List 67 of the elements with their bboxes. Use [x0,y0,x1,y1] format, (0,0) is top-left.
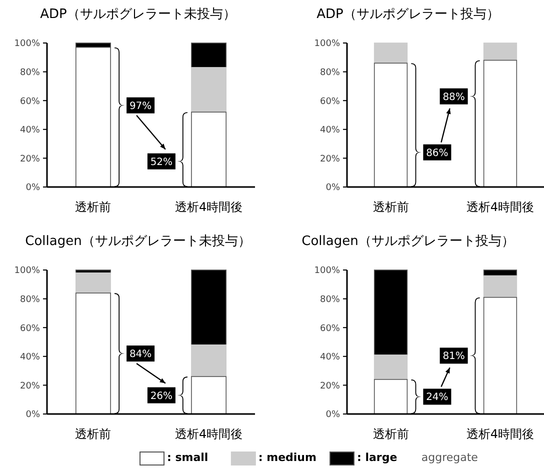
y-tick-label: 80% [20,68,40,78]
y-tick-label: 0% [326,410,340,420]
legend-title: aggregate [421,451,478,464]
bar [191,67,227,113]
bar [374,354,408,380]
x-tick-label: 透析前 [372,200,409,214]
y-tick-label: 80% [20,294,40,305]
y-tick-label: 20% [320,154,340,164]
y-tick-label: 0% [26,410,40,420]
y-tick-label: 20% [320,381,340,392]
annotation: 86% [426,148,448,159]
bar [75,46,111,188]
x-tick-label: 透析4時間後 [466,200,534,214]
annotation: 88% [442,92,465,103]
chart-title: ADP（サルポグレラート投与） [316,7,500,22]
y-tick-label: 60% [320,324,340,334]
y-tick-label: 60% [320,96,340,107]
bar [483,270,518,276]
bar [483,275,518,298]
chart-title: ADP（サルポグレラート未投与） [40,7,236,22]
x-tick-label: 透析前 [75,427,112,441]
y-tick-label: 20% [20,381,40,392]
y-tick-label: 60% [20,96,40,107]
y-tick-label: 20% [20,154,40,164]
annotation: 24% [426,392,448,404]
bar [191,112,227,188]
x-tick-label: 透析4時間後 [174,427,243,441]
y-tick-label: 100% [314,39,340,50]
legend-label: : large [357,451,398,464]
bar [191,42,227,68]
bar [374,270,408,356]
annotation: 81% [442,351,465,362]
y-tick-label: 0% [26,183,40,194]
bar [191,376,227,414]
bar [191,270,227,346]
bar [374,379,408,414]
bar [483,60,518,188]
y-tick-label: 100% [14,39,40,50]
chart-title: Collagen（サルポグレラート未投与） [25,234,251,249]
annotation: 52% [150,156,173,168]
legend-label: : small [167,451,208,464]
chart-title: Collagen（サルポグレラート投与） [302,234,514,249]
y-tick-label: 80% [320,294,340,305]
y-tick-label: 40% [320,352,340,363]
y-tick-label: 40% [20,126,40,136]
x-tick-label: 透析4時間後 [466,427,534,441]
annotation: 84% [129,349,152,360]
y-tick-label: 40% [20,352,40,363]
x-tick-label: 透析前 [75,200,112,214]
bar [483,296,518,414]
y-tick-label: 80% [320,68,340,78]
bar [75,272,111,294]
y-tick-label: 0% [326,183,340,194]
annotation: 97% [129,100,152,112]
legend-label: : medium [258,451,316,464]
y-tick-label: 100% [14,266,40,276]
y-tick-label: 40% [320,126,340,136]
y-tick-label: 100% [314,266,340,276]
bar [483,42,518,61]
annotation: 26% [150,390,173,402]
y-tick-label: 60% [20,324,40,334]
bar [75,292,111,414]
x-tick-label: 透析前 [372,427,409,441]
x-tick-label: 透析4時間後 [174,200,243,214]
bar [374,62,408,188]
bar [374,42,408,64]
bar [191,344,227,377]
